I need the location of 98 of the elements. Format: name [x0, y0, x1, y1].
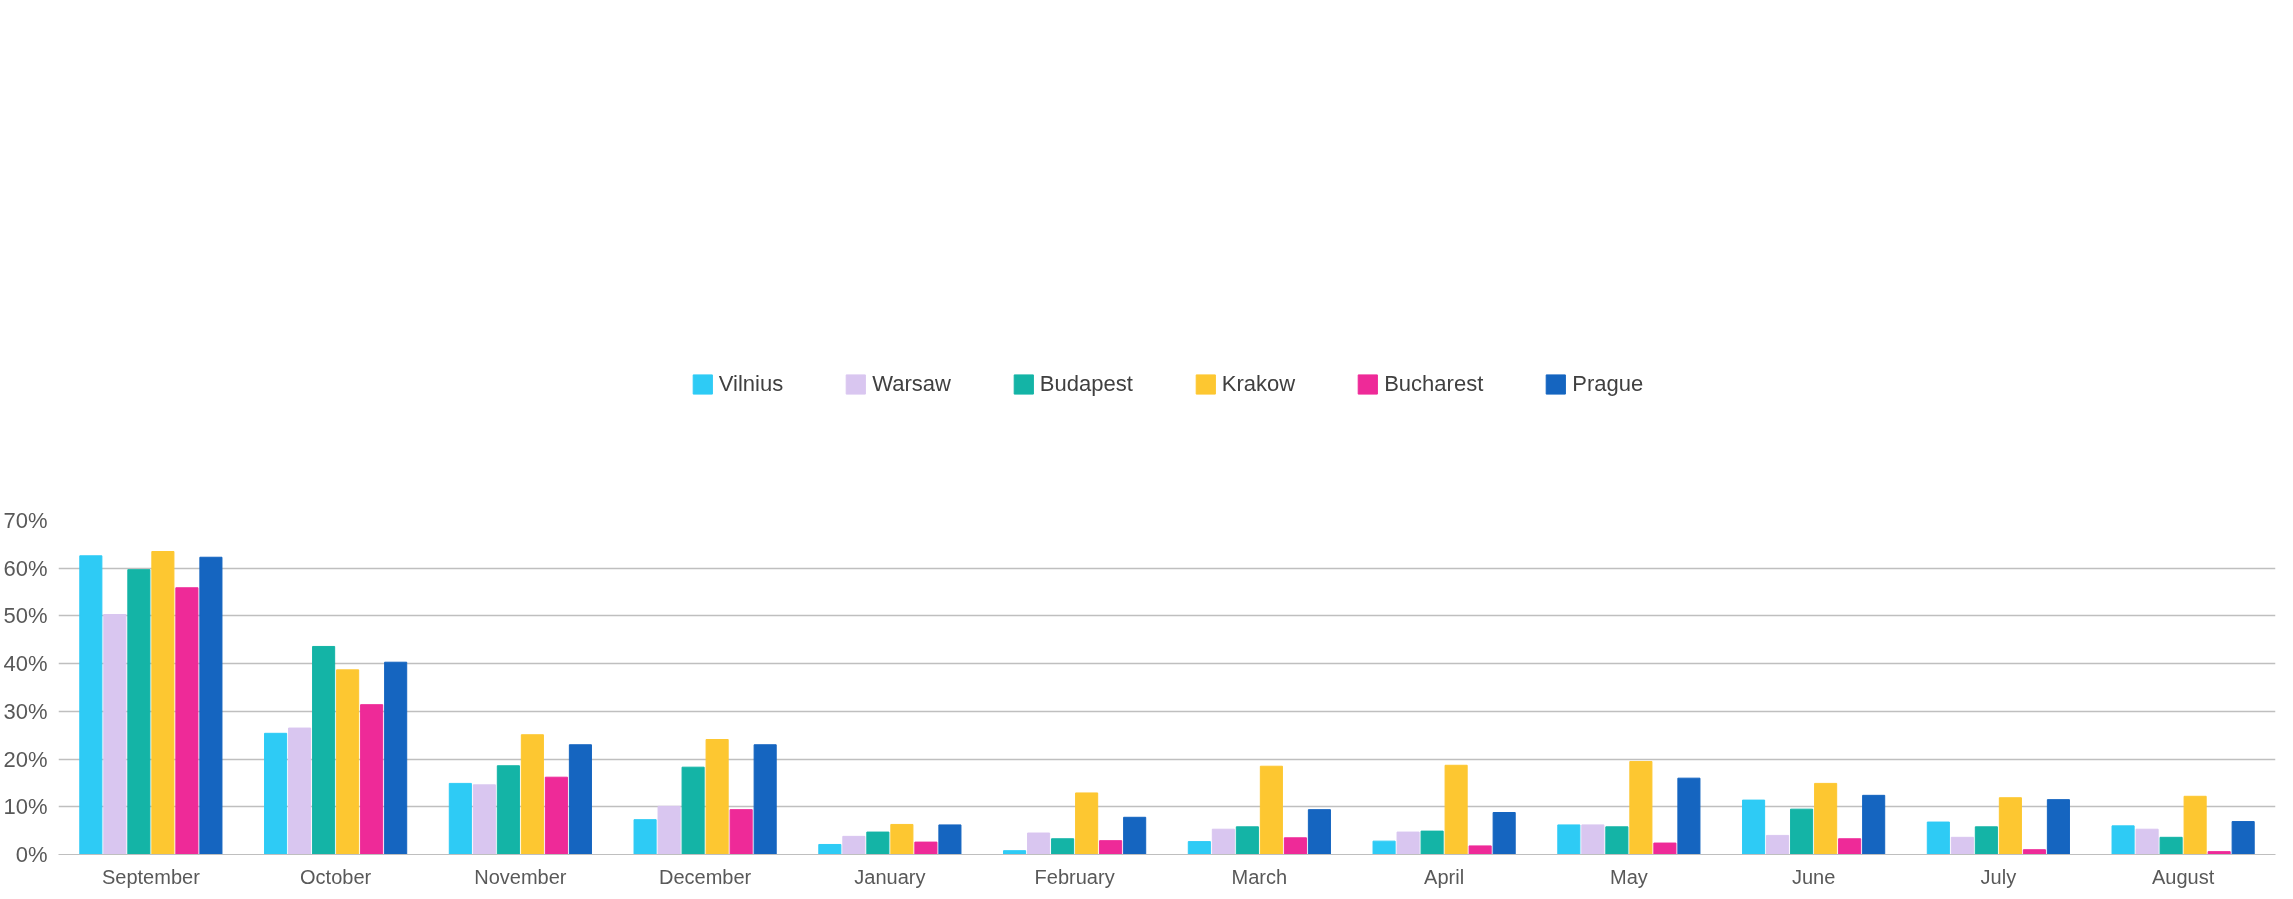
- bar: [1027, 832, 1051, 855]
- bar: [2207, 851, 2231, 855]
- y-tick-label: 70%: [3, 508, 48, 533]
- x-tick-label: March: [1231, 865, 1288, 888]
- bar: [2022, 849, 2046, 855]
- bar: [79, 555, 103, 855]
- bar: [199, 556, 223, 855]
- bar: [633, 819, 657, 855]
- bar: [1051, 838, 1075, 855]
- bar: [1557, 824, 1581, 855]
- bar: [938, 824, 962, 855]
- bar: [866, 831, 890, 855]
- bar: [1629, 760, 1653, 855]
- legend-label: Krakow: [1221, 370, 1296, 397]
- bar: [127, 569, 151, 855]
- bar: [360, 704, 384, 855]
- legend-label: Bucharest: [1384, 370, 1484, 397]
- bar: [657, 805, 681, 855]
- bar: [520, 734, 544, 855]
- bar: [1862, 794, 1886, 855]
- bar: [1420, 830, 1444, 855]
- bar: [1075, 792, 1099, 855]
- legend-label: Warsaw: [872, 370, 951, 397]
- legend-label: Vilnius: [718, 370, 784, 397]
- bar: [312, 645, 336, 855]
- bar: [1677, 777, 1701, 855]
- x-tick-label: January: [854, 865, 926, 888]
- bar: [1372, 840, 1396, 855]
- bar: [1581, 824, 1605, 855]
- x-tick-label: May: [1609, 865, 1648, 888]
- bar: [1259, 765, 1283, 855]
- bar: [753, 744, 777, 855]
- x-tick-label: September: [101, 865, 201, 888]
- y-tick-label: 20%: [3, 746, 48, 772]
- bar: [729, 809, 753, 855]
- x-tick-label: October: [300, 865, 372, 888]
- bar: [2183, 795, 2207, 855]
- bar: [842, 835, 866, 855]
- bar: [1974, 826, 1998, 855]
- bar: [103, 614, 127, 855]
- bar: [1492, 812, 1516, 855]
- x-tick-label: August: [2151, 865, 2215, 888]
- bar: [1998, 797, 2022, 855]
- bar: [1653, 842, 1677, 855]
- bar: [890, 823, 914, 855]
- bar: [705, 739, 729, 855]
- bar: [914, 841, 938, 855]
- bar: [384, 661, 408, 855]
- legend-label: Prague: [1572, 370, 1644, 397]
- y-tick-label: 10%: [3, 794, 48, 820]
- bar: [1838, 838, 1862, 855]
- y-tick-label: 50%: [3, 603, 48, 629]
- bar: [681, 766, 705, 855]
- bar: [336, 669, 360, 855]
- bar: [1099, 840, 1123, 855]
- bar: [1766, 834, 1790, 855]
- bar: [1950, 836, 1974, 855]
- bar: [2159, 836, 2183, 855]
- y-tick-label: 0%: [15, 842, 48, 867]
- bar: [1605, 826, 1629, 855]
- bar: [264, 732, 288, 855]
- bar: [288, 727, 312, 855]
- bar: [1211, 828, 1235, 855]
- y-tick-label: 30%: [3, 698, 48, 724]
- bar: [1187, 841, 1211, 855]
- bar: [1742, 799, 1766, 855]
- x-tick-label: December: [659, 865, 752, 888]
- bar: [496, 765, 520, 855]
- bar: [2135, 828, 2159, 855]
- bar: [1926, 821, 1950, 855]
- bar: [2111, 825, 2135, 855]
- x-tick-label: November: [474, 865, 567, 888]
- bar: [1444, 764, 1468, 855]
- bar: [1814, 782, 1838, 855]
- bar: [818, 843, 842, 855]
- x-tick-label: April: [1424, 865, 1465, 888]
- x-tick-label: June: [1791, 865, 1836, 888]
- bar: [472, 784, 496, 855]
- bar: [1123, 816, 1147, 855]
- bar: [568, 744, 592, 855]
- bar: [1283, 837, 1307, 855]
- bar: [175, 587, 199, 855]
- bar: [1396, 831, 1420, 855]
- bar: [1235, 826, 1259, 855]
- bar: [1790, 808, 1814, 855]
- bar: [448, 782, 472, 855]
- bar: [2046, 799, 2070, 855]
- x-tick-label: February: [1034, 865, 1115, 888]
- x-tick-label: July: [1980, 865, 2017, 888]
- bar: [544, 776, 568, 855]
- y-tick-label: 60%: [3, 555, 48, 581]
- y-tick-label: 40%: [3, 651, 48, 677]
- legend-label: Budapest: [1039, 370, 1133, 397]
- bar: [2231, 821, 2255, 855]
- bar: [151, 551, 175, 855]
- bar: [1468, 845, 1492, 855]
- bar: [1307, 809, 1331, 855]
- bar: [1003, 850, 1027, 855]
